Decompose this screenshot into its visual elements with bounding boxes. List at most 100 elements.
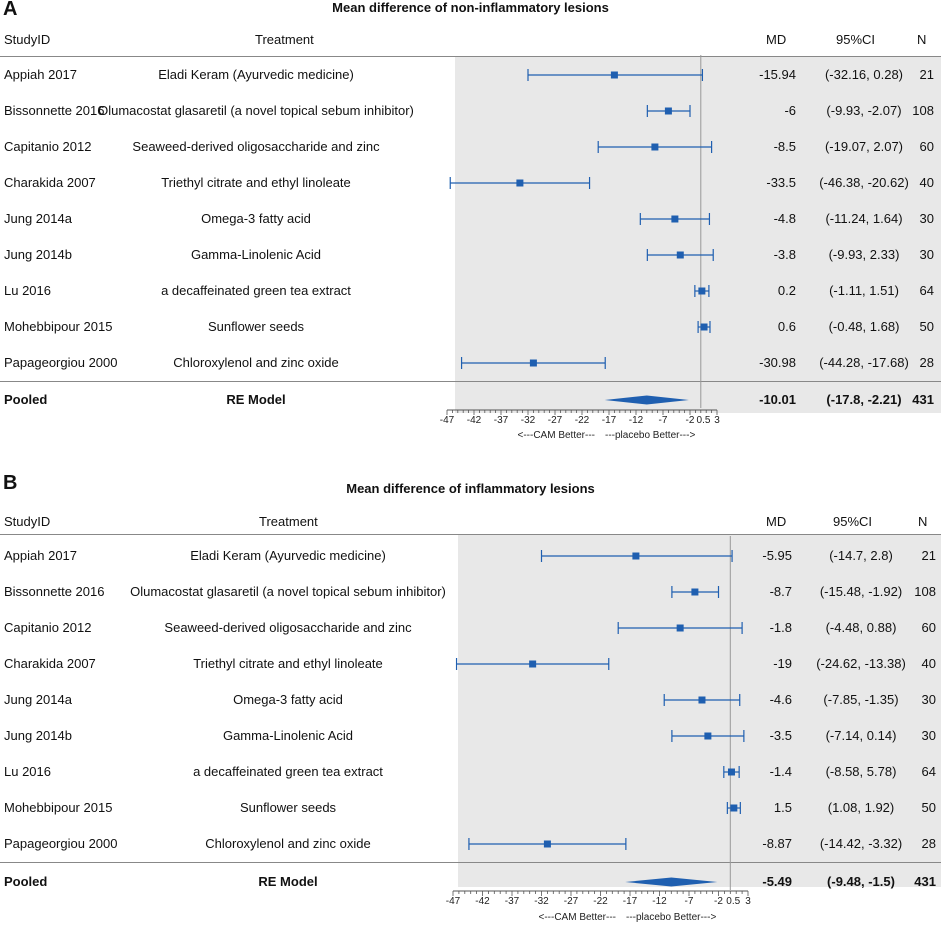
panel-letter: A bbox=[3, 0, 18, 20]
mean-difference: -1.8 bbox=[769, 620, 792, 635]
tick-label: 3 bbox=[714, 415, 720, 426]
study-id: Papageorgiou 2000 bbox=[4, 836, 118, 851]
sample-size: 28 bbox=[919, 355, 934, 370]
pooled-model: RE Model bbox=[258, 874, 318, 889]
tick-label: -22 bbox=[575, 415, 590, 426]
point-estimate bbox=[543, 840, 551, 848]
sample-size: 60 bbox=[919, 139, 934, 154]
point-estimate bbox=[676, 624, 684, 632]
cam-better-label: <---CAM Better--- bbox=[539, 912, 617, 923]
study-id: Appiah 2017 bbox=[4, 548, 78, 563]
treatment-name: Chloroxylenol and zinc oxide bbox=[173, 355, 339, 370]
confidence-interval: (-17.8, -2.21) bbox=[826, 392, 902, 407]
confidence-interval: (-7.14, 0.14) bbox=[825, 728, 897, 743]
placebo-better-label: ---placebo Better---> bbox=[626, 912, 716, 923]
mean-difference: 0.6 bbox=[777, 319, 796, 334]
confidence-interval: (-9.48, -1.5) bbox=[827, 874, 895, 889]
treatment-name: Seaweed-derived oligosaccharide and zinc bbox=[164, 620, 412, 635]
point-estimate bbox=[691, 588, 699, 596]
forest-plot-panel-a: A Mean difference of non-inflammatory le… bbox=[0, 0, 941, 470]
point-estimate bbox=[651, 143, 659, 151]
treatment-name: Sunflower seeds bbox=[239, 800, 337, 815]
point-estimate bbox=[704, 732, 712, 740]
plot-shade bbox=[455, 57, 941, 413]
tick-label: -22 bbox=[593, 896, 608, 907]
study-id: Jung 2014b bbox=[4, 247, 72, 262]
study-id: Lu 2016 bbox=[4, 764, 51, 779]
treatment-name: Sunflower seeds bbox=[207, 319, 305, 334]
sample-size: 30 bbox=[921, 692, 936, 707]
confidence-interval: (-9.93, 2.33) bbox=[828, 247, 900, 262]
tick-label: -7 bbox=[659, 415, 668, 426]
study-id: Bissonnette 2016 bbox=[4, 103, 105, 118]
header-divider bbox=[0, 56, 941, 57]
confidence-interval: (-1.11, 1.51) bbox=[829, 283, 899, 298]
confidence-interval: (-32.16, 0.28) bbox=[824, 67, 904, 82]
sample-size: 108 bbox=[914, 584, 936, 599]
pooled-label: Pooled bbox=[4, 392, 48, 407]
confidence-interval: (-4.48, 0.88) bbox=[825, 620, 897, 635]
mean-difference: -1.4 bbox=[769, 764, 792, 779]
pooled-label: Pooled bbox=[4, 874, 48, 889]
study-id: Mohebbipour 2015 bbox=[4, 800, 113, 815]
mean-difference: -15.94 bbox=[759, 67, 796, 82]
header-ci: 95%CI bbox=[833, 514, 873, 529]
treatment-name: Omega-3 fatty acid bbox=[201, 211, 311, 226]
header-study: StudyID bbox=[4, 32, 51, 47]
header-treatment: Treatment bbox=[259, 514, 318, 529]
treatment-name: Triethyl citrate and ethyl linoleate bbox=[193, 656, 383, 671]
study-id: Jung 2014a bbox=[4, 211, 72, 226]
mean-difference: -19 bbox=[773, 656, 792, 671]
treatment-name: a decaffeinated green tea extract bbox=[193, 764, 383, 779]
sample-size: 30 bbox=[919, 211, 934, 226]
confidence-interval: (-14.42, -3.32) bbox=[819, 836, 903, 851]
mean-difference: -10.01 bbox=[759, 392, 796, 407]
header-ci: 95%CI bbox=[836, 32, 876, 47]
header-divider bbox=[0, 534, 941, 535]
sample-size: 108 bbox=[912, 103, 934, 118]
sample-size: 50 bbox=[921, 800, 936, 815]
tick-label: -27 bbox=[564, 896, 579, 907]
mean-difference: -3.5 bbox=[769, 728, 792, 743]
point-estimate bbox=[727, 768, 735, 776]
mean-difference: -4.8 bbox=[773, 211, 796, 226]
panel-letter: B bbox=[3, 472, 18, 494]
placebo-better-label: ---placebo Better---> bbox=[605, 430, 695, 441]
header-treatment: Treatment bbox=[255, 32, 314, 47]
tick-label: -47 bbox=[446, 896, 461, 907]
sample-size: 431 bbox=[914, 874, 936, 889]
confidence-interval: (-24.62, -13.38) bbox=[816, 656, 906, 671]
sample-size: 30 bbox=[921, 728, 936, 743]
tick-label: -7 bbox=[685, 896, 694, 907]
mean-difference: -8.5 bbox=[773, 139, 796, 154]
confidence-interval: (1.08, 1.92) bbox=[827, 800, 895, 815]
treatment-name: Gamma-Linolenic Acid bbox=[222, 728, 354, 743]
tick-label: -17 bbox=[602, 415, 617, 426]
treatment-name: Triethyl citrate and ethyl linoleate bbox=[161, 175, 351, 190]
mean-difference: -5.49 bbox=[762, 874, 792, 889]
study-id: Charakida 2007 bbox=[4, 656, 96, 671]
header-md: MD bbox=[766, 32, 787, 47]
treatment-name: a decaffeinated green tea extract bbox=[161, 283, 351, 298]
point-estimate bbox=[529, 359, 537, 367]
tick-label: -42 bbox=[467, 415, 482, 426]
mean-difference: 0.2 bbox=[777, 283, 796, 298]
study-id: Capitanio 2012 bbox=[4, 620, 92, 635]
treatment-name: Eladi Keram (Ayurvedic medicine) bbox=[158, 67, 354, 82]
confidence-interval: (-0.48, 1.68) bbox=[828, 319, 900, 334]
pooled-divider bbox=[0, 381, 941, 382]
point-estimate bbox=[700, 323, 708, 331]
confidence-interval: (-9.93, -2.07) bbox=[826, 103, 902, 118]
sample-size: 28 bbox=[921, 836, 936, 851]
tick-label: -17 bbox=[623, 896, 638, 907]
sample-size: 40 bbox=[921, 656, 936, 671]
tick-label: -27 bbox=[548, 415, 563, 426]
mean-difference: -30.98 bbox=[759, 355, 796, 370]
header-n: N bbox=[917, 32, 927, 47]
mean-difference: -6 bbox=[784, 103, 796, 118]
forest-plot-graphic: -47 -42 -37 -32 -27 -22 -17 -12 -7 -2 0.5 3 <---CAM … bbox=[446, 536, 751, 923]
treatment-name: Eladi Keram (Ayurvedic medicine) bbox=[190, 548, 386, 563]
point-estimate bbox=[516, 179, 524, 187]
study-id: Charakida 2007 bbox=[4, 175, 96, 190]
mean-difference: -5.95 bbox=[762, 548, 792, 563]
